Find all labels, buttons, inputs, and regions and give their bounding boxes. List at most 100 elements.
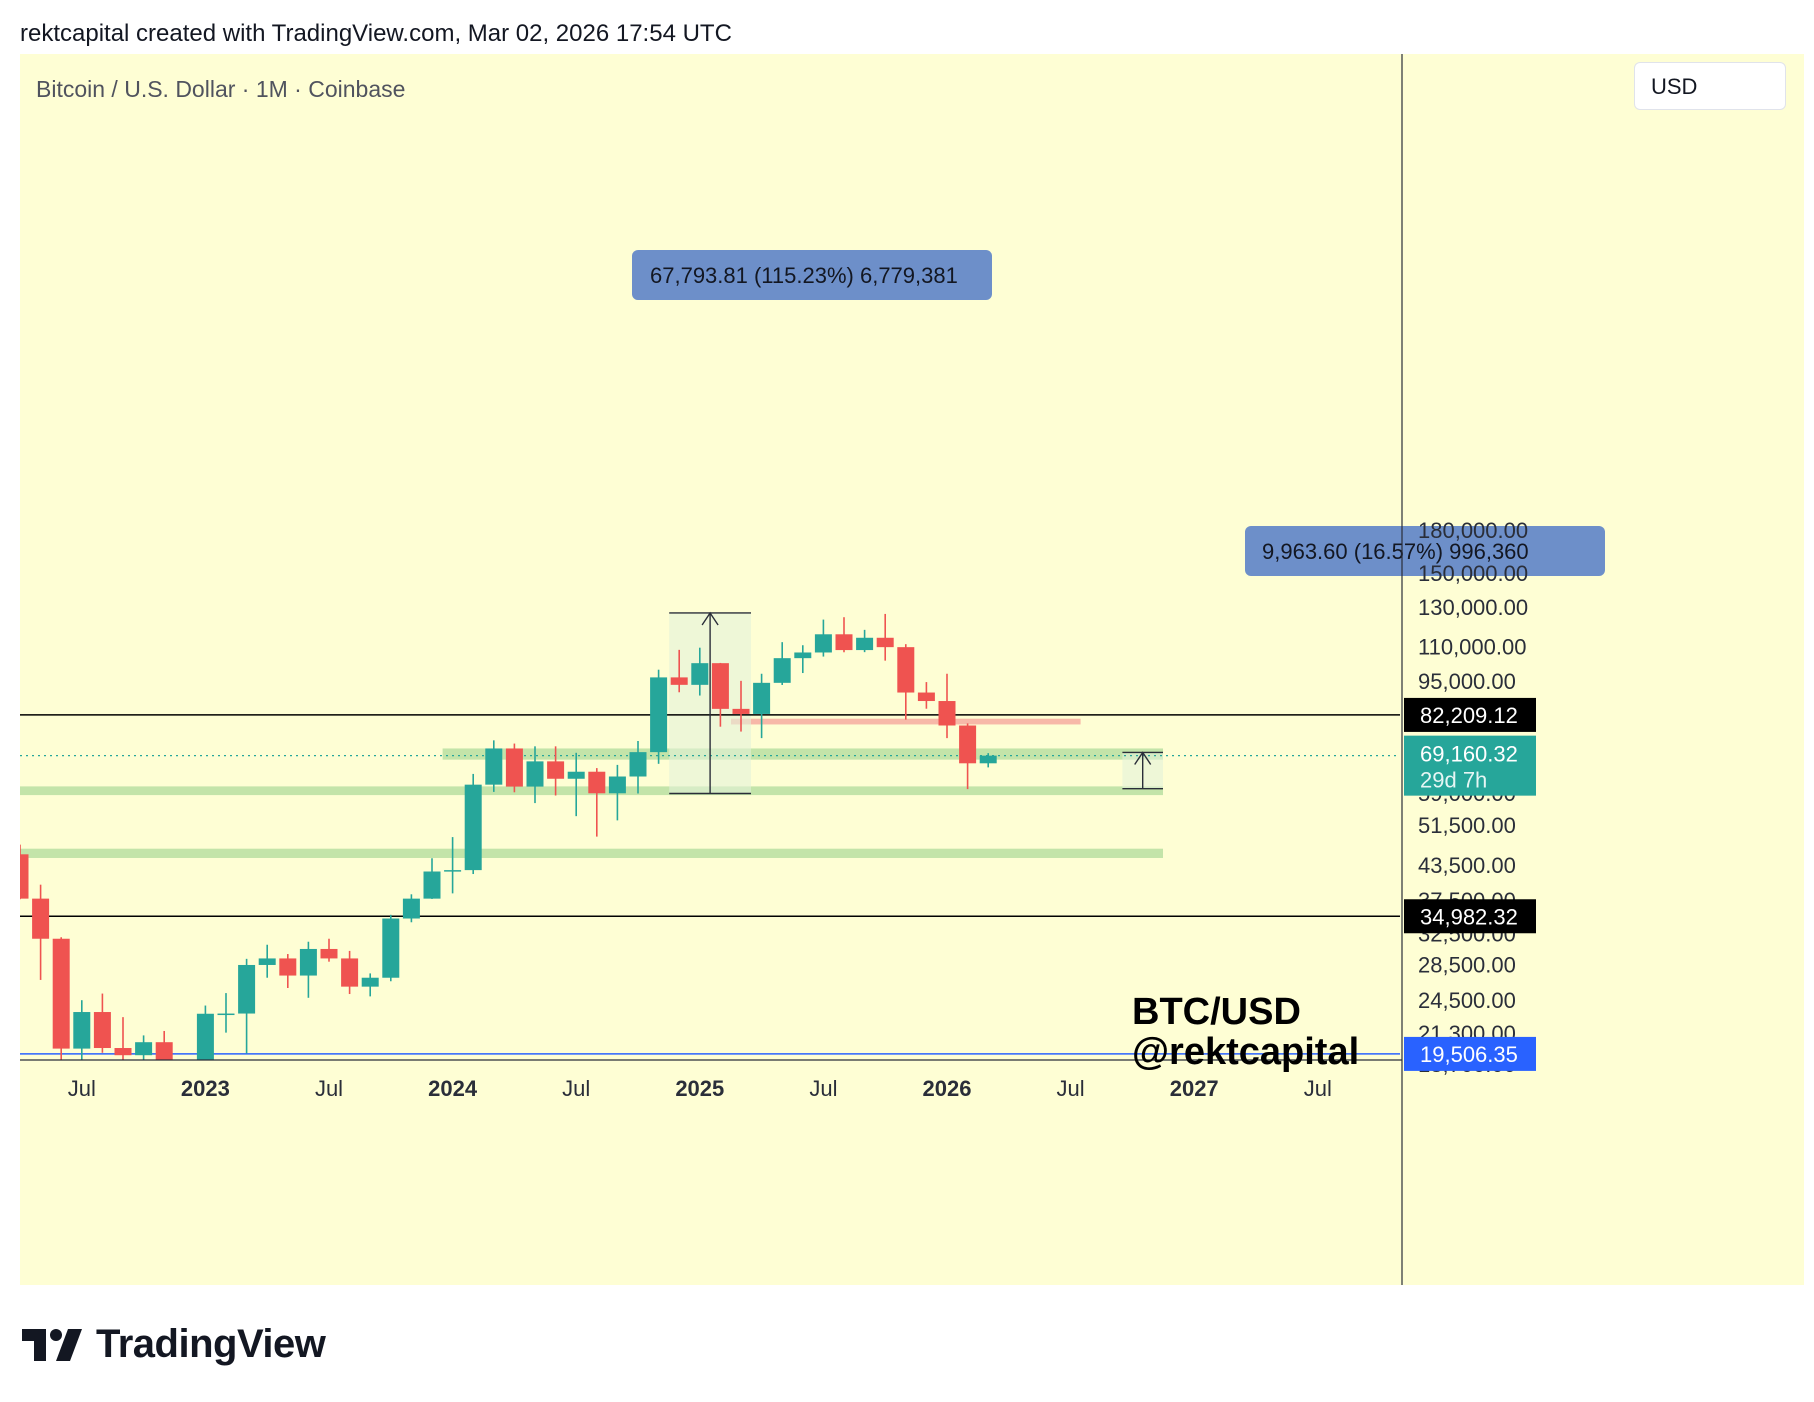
y-tick-label: 95,000.00	[1418, 669, 1516, 694]
candle-body	[341, 958, 359, 987]
measure-tool-1	[1122, 751, 1163, 790]
candle-2025-07	[814, 619, 832, 657]
y-tick-label: 43,500.00	[1418, 853, 1516, 878]
level-badge-0	[1404, 697, 1536, 732]
watermark-symbol: BTC/USD	[1132, 991, 1301, 1033]
measure-label-text: 9,963.60 (16.57%) 996,360	[1262, 539, 1529, 564]
current-price-badge	[1404, 735, 1536, 796]
x-tick-label: Jul	[562, 1076, 590, 1101]
candle-body	[505, 748, 523, 787]
candle-body	[464, 784, 482, 871]
candle-2023-01	[196, 1005, 214, 1060]
candle-body	[711, 663, 729, 709]
candle-2025-02	[711, 662, 729, 727]
candle-2024-05	[526, 746, 544, 804]
candle-body	[382, 918, 400, 978]
candle-body	[773, 658, 791, 683]
candle-2023-07	[320, 938, 338, 962]
candle-2023-04	[258, 944, 276, 978]
y-tick-label: 110,000.00	[1418, 634, 1526, 659]
candle-body	[217, 1013, 235, 1016]
candle-2023-10	[382, 914, 400, 982]
candle-body	[279, 958, 297, 976]
price-chart[interactable]: 67,793.81 (115.23%) 6,779,381 9,963.60 (1…	[20, 54, 1804, 1285]
candle-body	[196, 1013, 214, 1060]
candle-body	[155, 1042, 173, 1060]
level-badge-2	[1404, 1036, 1536, 1071]
candle-2024-01	[444, 837, 462, 894]
candle-body	[608, 776, 626, 794]
candle-2022-06	[52, 937, 70, 1060]
candle-2023-02	[217, 993, 235, 1033]
candle-2024-02	[464, 773, 482, 875]
symbol-title: Bitcoin / U.S. Dollar · 1M · Coinbase	[36, 76, 406, 102]
candle-body	[670, 677, 688, 685]
current-price-label: 69,160.32	[1420, 742, 1518, 767]
candle-2024-07	[567, 752, 585, 817]
candle-body	[32, 898, 50, 939]
candle-2023-05	[279, 954, 297, 989]
header-caption: rektcapital created with TradingView.com…	[20, 20, 732, 47]
candle-2025-05	[773, 642, 791, 685]
x-tick-label: Jul	[1304, 1076, 1332, 1101]
candle-body	[938, 701, 956, 726]
candle-body	[588, 771, 606, 794]
candle-2022-04	[20, 844, 29, 900]
measure-label-text: 67,793.81 (115.23%) 6,779,381	[650, 263, 958, 288]
tradingview-logo: TradingView	[22, 1322, 326, 1367]
y-tick-label: 130,000.00	[1418, 595, 1528, 620]
candle-body	[691, 663, 709, 685]
currency-selector-button[interactable]: USD	[1634, 62, 1786, 110]
candle-body	[567, 771, 585, 779]
candle-2025-01	[691, 647, 709, 696]
measure-label-bg	[632, 250, 992, 300]
measure-label-bg	[1245, 526, 1605, 576]
candle-body	[526, 761, 544, 787]
candle-2023-03	[238, 958, 256, 1054]
candle-body	[402, 898, 420, 919]
y-tick-label: 180,000.00	[1418, 518, 1528, 543]
candle-2022-08	[93, 993, 111, 1053]
candle-body	[320, 948, 338, 959]
candle-2023-09	[361, 973, 379, 997]
candle-2026-03	[979, 753, 997, 768]
candle-body	[93, 1012, 111, 1049]
candle-body	[485, 748, 503, 785]
candle-2023-11	[402, 894, 420, 923]
y-tick-label: 24,500.00	[1418, 988, 1516, 1013]
candle-2026-01	[938, 673, 956, 739]
candle-body	[629, 752, 647, 777]
candle-2025-08	[835, 617, 853, 653]
candle-2022-07	[73, 1000, 91, 1060]
candle-body	[444, 870, 462, 872]
chart-area[interactable]: 67,793.81 (115.23%) 6,779,381 9,963.60 (1…	[20, 54, 1804, 1285]
candle-2025-09	[856, 629, 874, 653]
x-tick-label: 2026	[923, 1076, 972, 1101]
candle-2025-03	[732, 680, 750, 732]
tradingview-logo-text: TradingView	[96, 1322, 326, 1366]
measure-tool-0	[669, 611, 751, 795]
candle-2025-04	[753, 673, 771, 739]
candle-2023-08	[341, 950, 359, 995]
candle-body	[650, 677, 668, 753]
candle-body	[299, 948, 317, 976]
x-tick-label: 2025	[675, 1076, 724, 1101]
candle-body	[114, 1048, 132, 1056]
candle-body	[959, 725, 977, 764]
candle-body	[753, 682, 771, 714]
candle-2025-10	[876, 613, 894, 661]
level-badge-label: 19,506.35	[1420, 1042, 1518, 1067]
candle-body	[794, 652, 812, 659]
measure-label-0: 67,793.81 (115.23%) 6,779,381	[632, 250, 992, 300]
candle-body	[20, 854, 29, 899]
candle-2022-11	[155, 1030, 173, 1060]
watermark-author: @rektcapital	[1132, 1031, 1360, 1073]
candle-2024-04	[505, 743, 523, 793]
candle-2022-10	[135, 1035, 153, 1060]
support-zone-2	[20, 848, 1163, 858]
candle-body	[52, 938, 70, 1049]
candle-body	[814, 634, 832, 653]
candle-body	[547, 761, 565, 779]
candle-2024-06	[547, 746, 565, 796]
level-badge-1	[1404, 899, 1536, 934]
